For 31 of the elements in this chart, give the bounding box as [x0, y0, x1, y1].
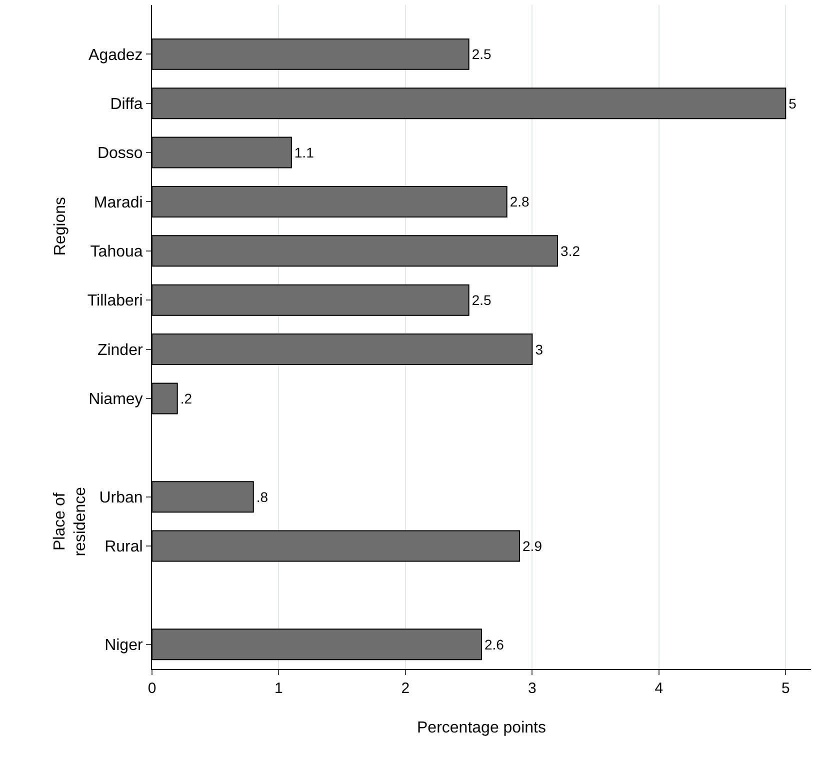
- x-tick-label: 3: [528, 680, 536, 697]
- x-axis-title: Percentage points: [417, 720, 546, 737]
- y-tick-label: Diffa: [110, 96, 143, 113]
- y-tick-label: Rural: [104, 538, 143, 556]
- y-tick-label: Agadez: [88, 46, 143, 64]
- y-tick-label: Tahoua: [90, 244, 143, 261]
- x-tick-label: 2: [401, 680, 410, 697]
- data-label: 3: [535, 341, 544, 358]
- x-tick-label: 0: [148, 680, 156, 697]
- x-tick-label: 4: [654, 680, 664, 697]
- x-tick-label: 1: [274, 680, 283, 697]
- y-tick-label: Dosso: [97, 145, 143, 162]
- text: Place of residence: [51, 486, 90, 556]
- data-label: 2.9: [522, 538, 542, 554]
- data-label: 3.2: [560, 242, 580, 259]
- data-label: 2.8: [510, 194, 530, 210]
- text: Regions: [52, 196, 70, 256]
- y-tick-label: Urban: [99, 489, 143, 506]
- data-label: 5: [788, 95, 797, 112]
- x-tick-label: 5: [781, 680, 790, 697]
- data-label: 2.6: [484, 636, 504, 652]
- y-tick-label: Tillaberi: [87, 292, 143, 310]
- data-label: .2: [180, 390, 192, 406]
- y-tick-label: Niamey: [88, 391, 143, 408]
- data-label: .8: [256, 488, 268, 505]
- y-tick-label: Maradi: [94, 194, 143, 212]
- data-label: 2.5: [472, 46, 492, 62]
- y-tick-label: Niger: [104, 637, 144, 654]
- data-label: 1.1: [294, 144, 314, 161]
- data-label: 2.5: [472, 292, 492, 308]
- y-tick-label: Zinder: [97, 342, 144, 359]
